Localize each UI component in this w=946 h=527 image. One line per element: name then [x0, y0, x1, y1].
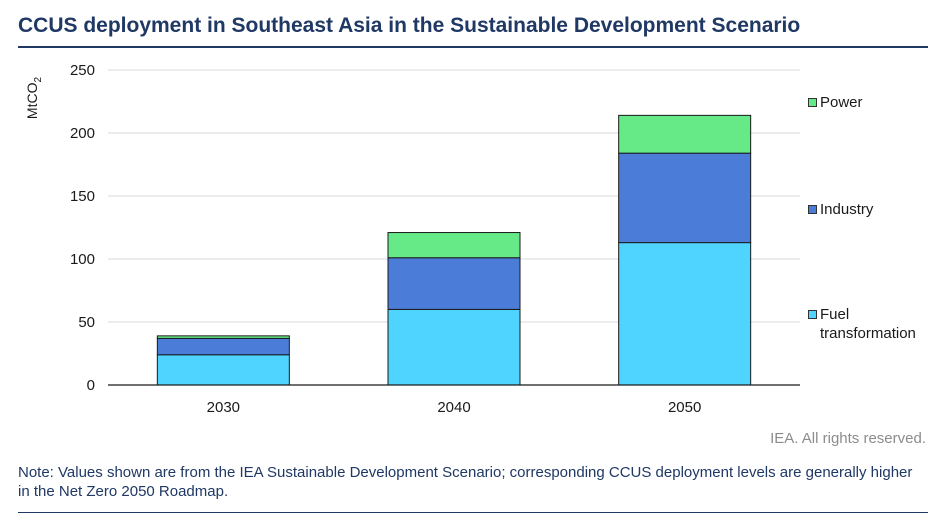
title-divider	[18, 46, 928, 48]
bar-segment	[156, 335, 290, 339]
bar-segment	[156, 354, 290, 386]
y-tick-label: 250	[70, 62, 95, 79]
y-axis-label: MtCO2	[24, 77, 44, 120]
bar-segment	[387, 257, 521, 310]
bar-segment	[618, 152, 752, 244]
y-tick-label: 200	[70, 125, 95, 142]
x-tick-label: 2050	[668, 399, 701, 416]
legend-label: Industry	[820, 201, 874, 218]
bar-segment	[156, 337, 290, 356]
bar-segment	[618, 114, 752, 154]
legend-item: Industry	[808, 200, 940, 219]
bar-segment	[618, 242, 752, 386]
y-tick-label: 150	[70, 188, 95, 205]
chart-note: Note: Values shown are from the IEA Sust…	[18, 464, 913, 500]
stacked-bar-chart: 0 50 100 150 200 250 MtCO2 2030 2040 2050	[24, 62, 800, 416]
y-tick-label: 100	[70, 251, 95, 268]
legend-item: Power	[808, 93, 940, 112]
legend-label: Power	[820, 94, 863, 111]
bar-segment	[387, 232, 521, 259]
copyright-credit: IEA. All rights reserved.	[770, 430, 926, 447]
legend-item: Fuel transformation	[808, 305, 940, 343]
bottom-divider	[18, 512, 928, 513]
legend-swatch	[808, 310, 817, 319]
legend-swatch	[808, 205, 817, 214]
legend-swatch	[808, 98, 817, 107]
chart-title: CCUS deployment in Southeast Asia in the…	[18, 14, 801, 37]
y-tick-label: 0	[87, 377, 95, 394]
bar-segment	[387, 308, 521, 386]
x-tick-label: 2030	[207, 399, 240, 416]
legend-label: Fuel transformation	[820, 306, 916, 342]
x-tick-label: 2040	[437, 399, 470, 416]
y-tick-label: 50	[78, 314, 95, 331]
